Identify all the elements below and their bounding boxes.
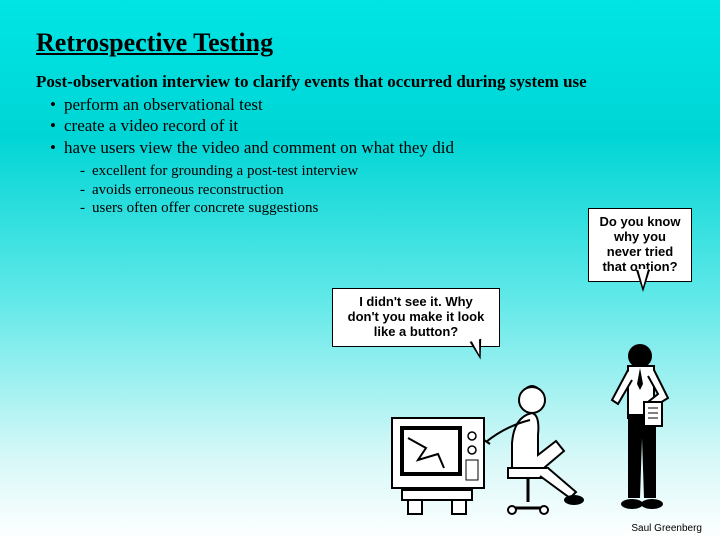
slide-content: Retrospective Testing Post-observation i… [0, 0, 720, 218]
bullet-list-level1: perform an observational test create a v… [36, 94, 684, 158]
list-item: have users view the video and comment on… [50, 137, 684, 158]
illustration-area: Do you know why you never tried that opt… [352, 208, 692, 518]
list-item: perform an observational test [50, 94, 684, 115]
list-item: create a video record of it [50, 115, 684, 136]
footer-credit: Saul Greenberg [631, 523, 702, 534]
slide-subtitle: Post-observation interview to clarify ev… [36, 72, 684, 92]
list-item: avoids erroneous reconstruction [80, 181, 684, 200]
people-tv-illustration-icon [382, 308, 692, 518]
list-item: excellent for grounding a post-test inte… [80, 162, 684, 181]
speech-tail-icon [636, 270, 650, 292]
slide-title: Retrospective Testing [36, 28, 684, 58]
